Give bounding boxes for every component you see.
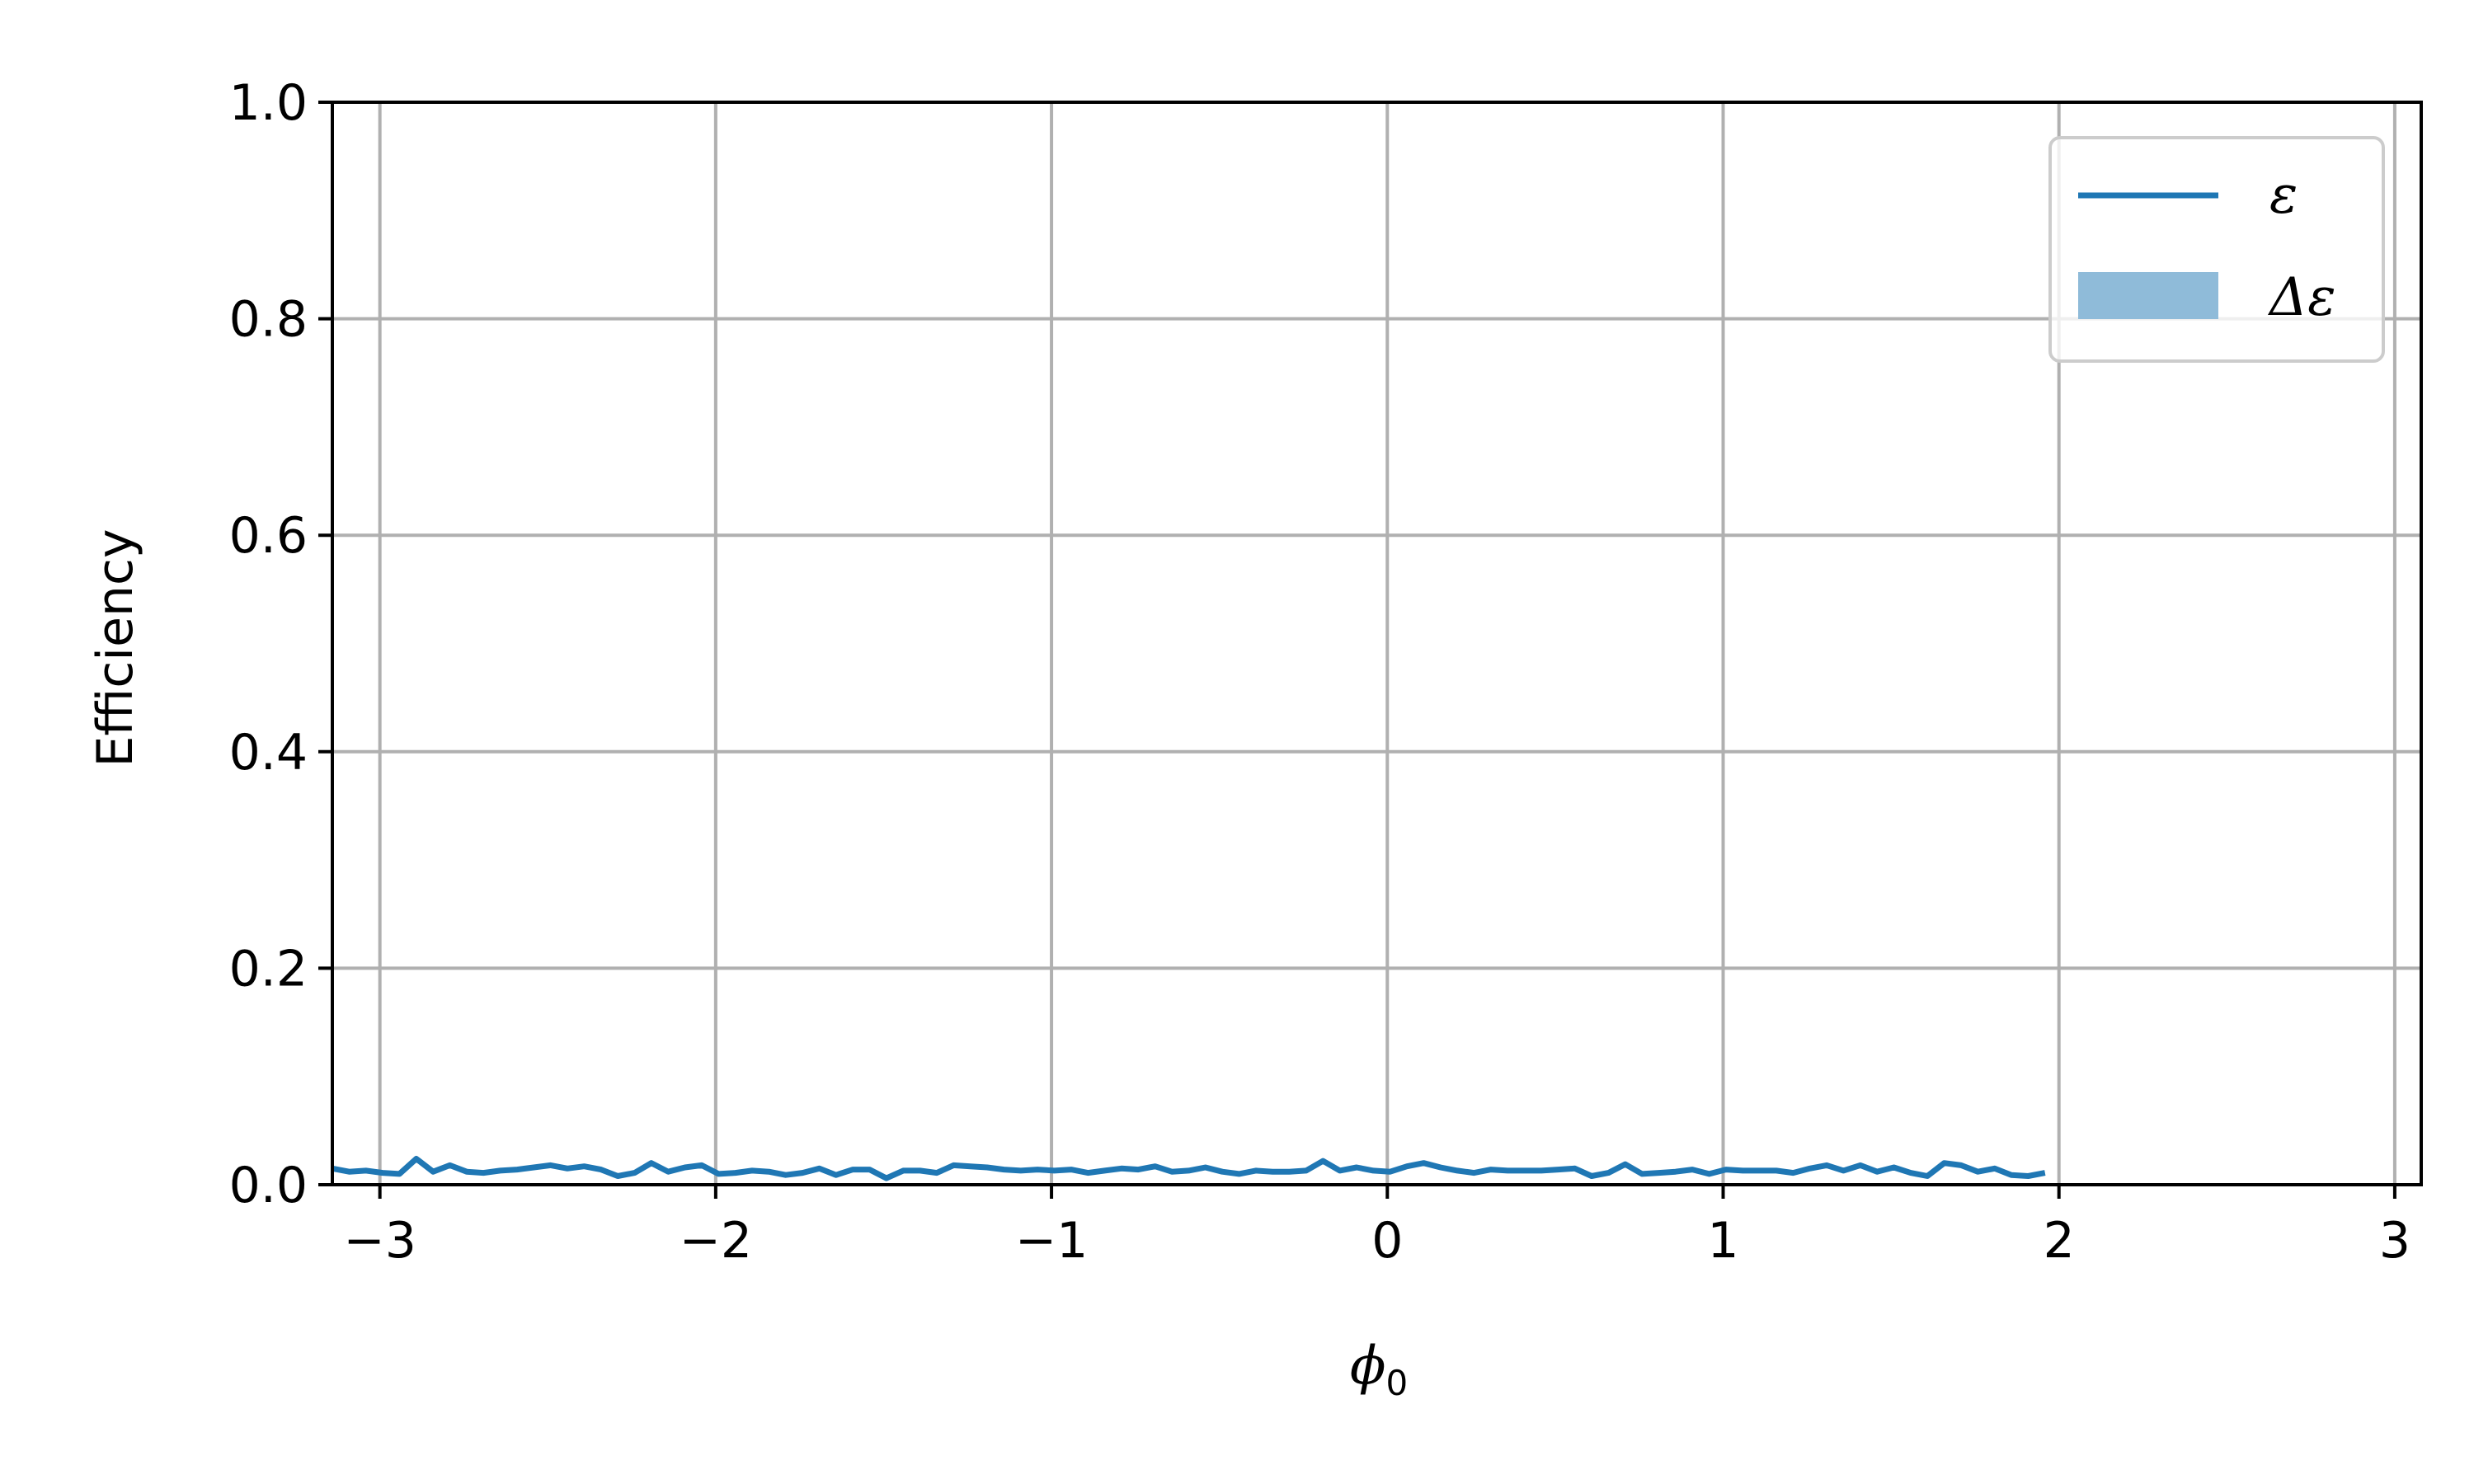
- y-tick-label: 0.8: [229, 291, 308, 349]
- y-tick-label: 0.0: [229, 1157, 308, 1214]
- y-tick-label: 0.4: [229, 724, 308, 782]
- legend-label-delta-epsilon: Δε: [2267, 267, 2336, 328]
- y-tick-label: 1.0: [229, 74, 308, 132]
- legend-band-swatch: [2078, 272, 2218, 319]
- x-tick-label: 3: [2379, 1212, 2411, 1270]
- y-axis-label: Efficiency: [87, 528, 144, 767]
- plot-area: [332, 1156, 2046, 1181]
- x-tick-label: −3: [343, 1212, 416, 1270]
- axes: −3 −2 −1 0 1 2 3 0.0 0.2 0.4 0.6 0.8 1.0: [229, 74, 2423, 1270]
- axes-frame: [331, 101, 2423, 1186]
- series-line-epsilon: [332, 1156, 2046, 1181]
- legend: ε Δε: [2048, 136, 2385, 363]
- x-axis-label-main: ϕ: [1350, 1336, 1386, 1397]
- x-tick-label: 0: [1371, 1212, 1403, 1270]
- y-tick-label: 0.6: [229, 507, 308, 565]
- x-tick-label: −2: [680, 1212, 752, 1270]
- x-tick-label: 1: [1707, 1212, 1738, 1270]
- x-tick-label: −1: [1015, 1212, 1088, 1270]
- x-axis-label: ϕ0: [1350, 1336, 1408, 1403]
- y-tick-label: 0.2: [229, 940, 308, 998]
- legend-label-epsilon: ε: [2269, 165, 2298, 226]
- x-axis-label-subscript: 0: [1385, 1363, 1408, 1403]
- x-tick-label: 2: [2044, 1212, 2075, 1270]
